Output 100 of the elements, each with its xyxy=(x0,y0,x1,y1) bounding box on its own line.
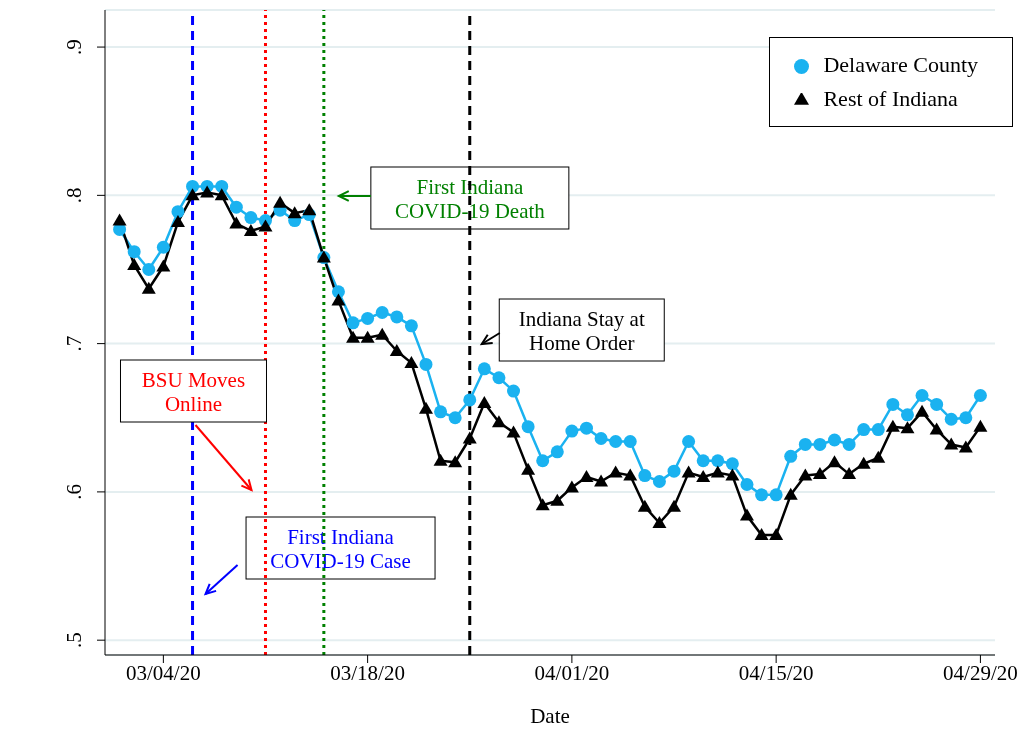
point xyxy=(915,389,929,403)
point xyxy=(623,434,637,448)
point xyxy=(900,421,915,434)
point xyxy=(754,527,769,540)
point xyxy=(652,475,666,489)
point xyxy=(784,449,798,463)
point xyxy=(346,316,360,330)
point xyxy=(579,470,594,483)
point xyxy=(141,281,156,294)
ref-line-label: Indiana Stay at Home Order xyxy=(518,307,645,355)
point xyxy=(550,493,565,506)
point xyxy=(186,179,200,193)
point xyxy=(171,205,185,219)
point xyxy=(462,431,477,444)
point xyxy=(783,487,798,500)
point xyxy=(856,456,871,469)
point xyxy=(740,477,754,491)
point xyxy=(200,185,215,198)
point xyxy=(857,423,871,437)
point xyxy=(389,344,404,357)
point xyxy=(973,389,987,403)
point xyxy=(798,437,812,451)
point xyxy=(448,411,462,425)
point xyxy=(886,397,900,411)
point xyxy=(185,188,200,201)
point xyxy=(331,285,345,299)
point xyxy=(798,468,813,481)
point xyxy=(696,470,711,483)
point xyxy=(929,422,944,435)
point xyxy=(112,213,127,226)
point xyxy=(594,474,609,487)
point xyxy=(973,419,988,432)
x-tick-label: 04/29/20 xyxy=(943,660,1018,685)
point xyxy=(375,305,389,319)
point xyxy=(346,330,361,343)
point xyxy=(448,455,463,468)
x-tick-label: 04/15/20 xyxy=(738,660,814,685)
point xyxy=(813,437,827,451)
point xyxy=(492,371,506,385)
point xyxy=(390,310,404,324)
point xyxy=(579,421,593,435)
point xyxy=(828,433,842,447)
point xyxy=(375,327,390,340)
point xyxy=(535,498,550,511)
point xyxy=(681,465,696,478)
point xyxy=(755,488,769,502)
point xyxy=(696,454,710,468)
point xyxy=(842,437,856,451)
point xyxy=(273,195,288,208)
point xyxy=(243,223,258,236)
point xyxy=(769,488,783,502)
point xyxy=(521,420,535,434)
point xyxy=(507,384,521,398)
point xyxy=(360,330,375,343)
ref-line-label: First Indiana COVID-19 Death xyxy=(394,175,546,223)
point xyxy=(842,467,857,480)
point xyxy=(958,440,973,453)
y-tick-label: .8 xyxy=(62,187,86,204)
point xyxy=(418,401,433,414)
point xyxy=(623,468,638,481)
x-axis-title: Date xyxy=(530,704,570,728)
point xyxy=(652,516,667,529)
x-tick-label: 03/04/20 xyxy=(126,660,201,685)
point xyxy=(885,419,900,432)
ref-line-label: BSU Moves Online xyxy=(141,368,246,416)
y-tick-label: .6 xyxy=(62,484,86,500)
point xyxy=(739,508,754,521)
point xyxy=(900,408,914,422)
point xyxy=(142,262,156,276)
point xyxy=(565,424,579,438)
point xyxy=(477,395,492,408)
legend-label: Delaware County xyxy=(823,52,978,77)
point xyxy=(404,319,418,333)
point xyxy=(214,188,229,201)
point xyxy=(287,206,302,219)
point xyxy=(127,245,141,259)
point xyxy=(550,445,564,459)
point xyxy=(944,437,959,450)
point xyxy=(331,293,346,306)
point xyxy=(667,499,682,512)
point xyxy=(725,468,740,481)
y-tick-label: .5 xyxy=(62,632,86,649)
point xyxy=(477,362,491,376)
point xyxy=(769,527,784,540)
point xyxy=(156,259,171,272)
point xyxy=(127,258,142,271)
y-tick-label: .7 xyxy=(62,335,86,352)
point xyxy=(637,499,652,512)
legend-label: Rest of Indiana xyxy=(823,86,958,111)
point xyxy=(491,415,506,428)
point xyxy=(302,203,317,216)
x-tick-label: 03/18/20 xyxy=(330,660,405,685)
point xyxy=(361,311,375,325)
point xyxy=(521,462,536,475)
x-tick-label: 04/01/20 xyxy=(534,660,610,685)
point xyxy=(812,467,827,480)
point xyxy=(419,357,433,371)
point xyxy=(915,404,930,417)
point xyxy=(170,215,185,228)
point xyxy=(711,454,725,468)
